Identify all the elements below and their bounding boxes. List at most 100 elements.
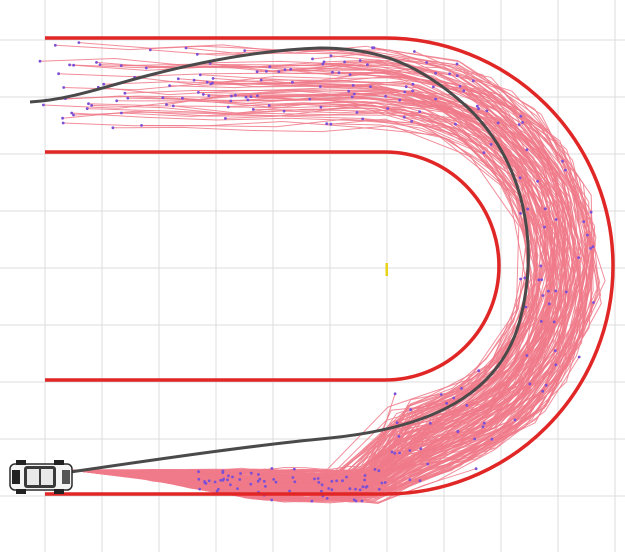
trajectory-endpoint — [524, 305, 528, 309]
trajectory-endpoint — [525, 354, 529, 357]
sampled-trajectory — [69, 431, 458, 489]
sampled-trajectory — [69, 116, 537, 477]
trajectory-endpoint — [355, 111, 359, 114]
trajectory-endpoint — [317, 481, 321, 484]
trajectory-endpoint — [384, 94, 387, 98]
trajectory-endpoint — [265, 69, 268, 73]
trajectory-endpoint — [341, 479, 344, 483]
trajectory-endpoint — [282, 109, 286, 113]
trajectory-endpoint — [426, 462, 430, 466]
trajectory-endpoint — [419, 447, 423, 451]
trajectory-endpoint — [386, 107, 390, 110]
trajectory-endpoint — [348, 73, 352, 76]
trajectory-endpoint — [544, 383, 548, 387]
trajectory-endpoint — [418, 110, 421, 113]
trajectory-endpoint — [439, 393, 443, 396]
trajectory-endpoint — [418, 479, 422, 483]
trajectory-endpoint — [231, 475, 234, 479]
trajectory-endpoint — [165, 103, 168, 106]
car-icon — [9, 460, 73, 494]
trajectory-endpoint — [204, 482, 208, 485]
trajectory-endpoint — [521, 121, 524, 124]
trajectory-endpoint — [397, 435, 401, 438]
trajectory-endpoint — [224, 117, 227, 120]
trajectory-endpoint — [331, 70, 334, 74]
trajectory-endpoint — [244, 95, 248, 99]
trajectory-endpoint — [243, 49, 247, 52]
trajectory-endpoint — [380, 481, 384, 485]
trajectory-endpoint — [53, 43, 57, 47]
trajectory-endpoint — [429, 421, 432, 425]
trajectory-endpoint — [361, 117, 365, 121]
trajectory-endpoint — [102, 82, 106, 86]
trajectory-endpoint — [72, 63, 75, 67]
trajectory-endpoint — [395, 421, 399, 424]
trajectory-endpoint — [229, 483, 232, 487]
trajectory-endpoint — [519, 277, 522, 281]
trajectory-endpoint — [553, 349, 557, 353]
trajectory-endpoint — [373, 468, 377, 471]
sampled-trajectory — [69, 55, 590, 502]
inner-boundary — [45, 150, 501, 382]
trajectory-endpoint — [413, 50, 416, 53]
trajectory-endpoint — [369, 85, 372, 88]
trajectory-endpoint — [445, 401, 448, 405]
trajectory-endpoint — [481, 425, 485, 429]
trajectory-endpoint — [350, 95, 354, 99]
trajectory-endpoint — [528, 382, 532, 386]
trajectory-endpoint — [227, 474, 230, 478]
trajectory-endpoint — [523, 276, 527, 280]
trajectory-endpoint — [111, 126, 115, 130]
trajectory-endpoint — [460, 387, 463, 390]
trajectory-endpoint — [351, 84, 355, 87]
trajectory-endpoint — [313, 477, 316, 481]
trajectory-endpoint — [347, 89, 351, 93]
trajectory-endpoint — [222, 477, 226, 481]
trajectory-endpoint — [485, 109, 489, 113]
trajectory-endpoint — [354, 499, 358, 503]
sampled-trajectory — [69, 277, 526, 473]
trajectory-endpoint — [589, 247, 592, 250]
trajectory-endpoint — [434, 71, 437, 75]
trajectory-endpoint — [236, 487, 239, 490]
trajectory-endpoint — [335, 479, 338, 483]
trajectory-endpoint — [62, 86, 66, 89]
trajectory-endpoint — [455, 62, 459, 66]
trajectory-endpoint — [289, 67, 293, 71]
trajectory-endpoint — [552, 320, 556, 324]
trajectory-endpoint — [393, 392, 397, 396]
trajectory-endpoint — [195, 52, 199, 56]
trajectory-endpoint — [577, 256, 580, 259]
trajectory-endpoint — [320, 489, 323, 493]
trajectory-endpoint — [234, 93, 237, 97]
trajectory-endpoint — [262, 479, 266, 483]
trajectory-endpoint — [348, 487, 352, 491]
trajectory-endpoint — [390, 450, 394, 454]
trajectory-endpoint — [219, 478, 223, 482]
trajectory-endpoint — [561, 159, 564, 163]
trajectory-endpoint — [329, 122, 333, 126]
trajectory-endpoint — [475, 104, 479, 108]
trajectory-endpoint — [291, 476, 295, 479]
trajectory-endpoint — [213, 480, 217, 484]
trajectory-endpoint — [547, 302, 551, 306]
trajectory-endpoint — [564, 290, 568, 294]
trajectory-endpoint — [70, 111, 74, 115]
trajectory-endpoint — [311, 57, 314, 61]
trajectory-endpoint — [408, 478, 412, 482]
trajectory-endpoint — [115, 99, 119, 103]
trajectory-endpoint — [140, 124, 143, 127]
trajectory-endpoint — [358, 59, 362, 62]
trajectory-endpoint — [473, 437, 476, 441]
trajectory-endpoint — [554, 363, 558, 367]
trajectory-endpoint — [256, 94, 259, 98]
trajectory-endpoint — [226, 478, 229, 482]
trajectory-endpoint — [268, 65, 272, 69]
trajectory-endpoint — [310, 499, 314, 503]
trajectory-endpoint — [589, 210, 593, 214]
trajectory-endpoint — [354, 487, 357, 491]
trajectory-endpoint — [526, 207, 530, 211]
sampled-trajectory — [69, 295, 544, 480]
trajectory-endpoint — [264, 485, 267, 488]
trajectory-endpoint — [209, 82, 213, 86]
